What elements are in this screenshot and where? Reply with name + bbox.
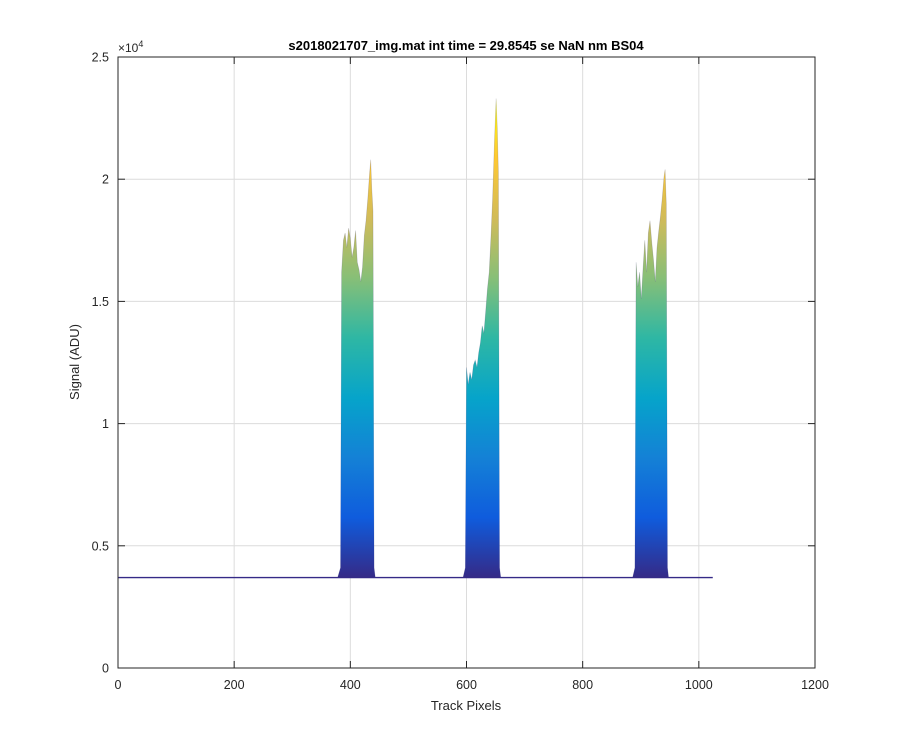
x-tick-labels: 0 200 400 600 800 1000 1200 xyxy=(115,678,829,692)
y-multiplier-exponent: 4 xyxy=(138,39,143,49)
x-tick-label: 200 xyxy=(224,678,245,692)
x-tick-label: 0 xyxy=(115,678,122,692)
x-tick-label: 1000 xyxy=(685,678,713,692)
signal-peak-edge-3 xyxy=(632,169,669,578)
y-multiplier: ×104 xyxy=(118,39,143,55)
x-tick-label: 1200 xyxy=(801,678,829,692)
y-tick-labels: 0 0.5 1 1.5 2 2.5 xyxy=(92,51,109,676)
signal-peak-3 xyxy=(632,169,669,578)
x-axis-label: Track Pixels xyxy=(431,698,502,713)
x-tick-label: 800 xyxy=(572,678,593,692)
y-multiplier-base: ×10 xyxy=(118,41,139,55)
x-tick-label: 400 xyxy=(340,678,361,692)
y-tick-label: 0 xyxy=(102,662,109,676)
signal-peak-edge-1 xyxy=(337,159,376,578)
chart-title: s2018021707_img.mat int time = 29.8545 s… xyxy=(288,38,644,53)
y-tick-label: 2 xyxy=(102,173,109,187)
signal-peak-edge-2 xyxy=(462,98,502,578)
signal-peak-1 xyxy=(337,159,376,578)
y-tick-label: 1 xyxy=(102,417,109,431)
signal-peak-2 xyxy=(463,98,501,578)
y-tick-label: 2.5 xyxy=(92,51,109,65)
x-tick-label: 600 xyxy=(456,678,477,692)
y-tick-label: 0.5 xyxy=(92,539,109,553)
y-axis-label: Signal (ADU) xyxy=(67,324,82,400)
series-layer xyxy=(118,98,713,579)
y-tick-label: 1.5 xyxy=(92,295,109,309)
ticks xyxy=(117,56,816,669)
